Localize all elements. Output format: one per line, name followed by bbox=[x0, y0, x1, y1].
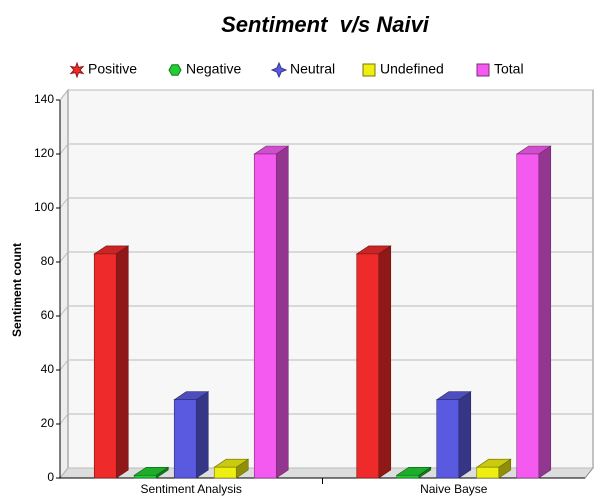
bar-side bbox=[458, 391, 472, 479]
grid-line bbox=[59, 467, 69, 479]
bar-front bbox=[213, 466, 237, 479]
y-tick-label: 120 bbox=[34, 146, 54, 160]
bar-front bbox=[253, 153, 277, 479]
y-tick-label: 60 bbox=[41, 308, 55, 322]
y-tick-label: 40 bbox=[41, 362, 55, 376]
bar-front bbox=[356, 253, 380, 479]
y-tick-label: 20 bbox=[41, 416, 55, 430]
legend-label: Neutral bbox=[290, 61, 335, 77]
legend-label: Negative bbox=[186, 61, 241, 77]
bar-front bbox=[173, 399, 197, 479]
bar bbox=[173, 391, 210, 479]
bar-front bbox=[436, 399, 460, 479]
y-tick-label: 140 bbox=[34, 92, 54, 106]
y-tick-label: 80 bbox=[41, 254, 55, 268]
back-wall bbox=[67, 89, 594, 469]
y-tick-label: 0 bbox=[47, 470, 54, 484]
bar bbox=[355, 245, 392, 479]
legend-marker bbox=[362, 63, 376, 77]
legend-label: Positive bbox=[88, 61, 137, 77]
bar-front bbox=[516, 153, 540, 479]
bar bbox=[133, 466, 170, 479]
bar-side bbox=[538, 145, 552, 479]
grid-line bbox=[59, 359, 69, 371]
y-axis-label: Sentiment count bbox=[10, 243, 24, 337]
bar bbox=[93, 245, 130, 479]
bar bbox=[213, 458, 250, 479]
legend-marker bbox=[476, 63, 490, 77]
bar bbox=[515, 145, 552, 479]
x-tick-label: Naive Bayse bbox=[420, 482, 488, 496]
bar-front bbox=[133, 474, 157, 479]
grid-line bbox=[59, 143, 69, 155]
bar-side bbox=[275, 145, 289, 479]
bar bbox=[253, 145, 290, 479]
legend-label: Undefined bbox=[380, 61, 444, 77]
bar bbox=[475, 458, 512, 479]
bar-front bbox=[476, 466, 500, 479]
legend-marker bbox=[270, 61, 288, 79]
bar bbox=[435, 391, 472, 479]
legend-label: Total bbox=[494, 61, 524, 77]
y-tick-label: 100 bbox=[34, 200, 54, 214]
grid-line bbox=[59, 251, 69, 263]
bar-side bbox=[195, 391, 209, 479]
bar-front bbox=[93, 253, 117, 479]
grid-line bbox=[59, 197, 69, 209]
bar-side bbox=[115, 245, 129, 479]
x-tick-label: Sentiment Analysis bbox=[141, 482, 242, 496]
grid-line bbox=[59, 89, 69, 101]
legend-marker bbox=[69, 61, 85, 79]
bar-side bbox=[378, 245, 392, 479]
grid-line bbox=[59, 413, 69, 425]
chart-title: Sentiment v/s Naivi bbox=[221, 12, 430, 37]
bar-front bbox=[396, 474, 420, 479]
bar bbox=[395, 466, 432, 479]
grid-line bbox=[59, 305, 69, 317]
legend-marker bbox=[168, 64, 182, 76]
